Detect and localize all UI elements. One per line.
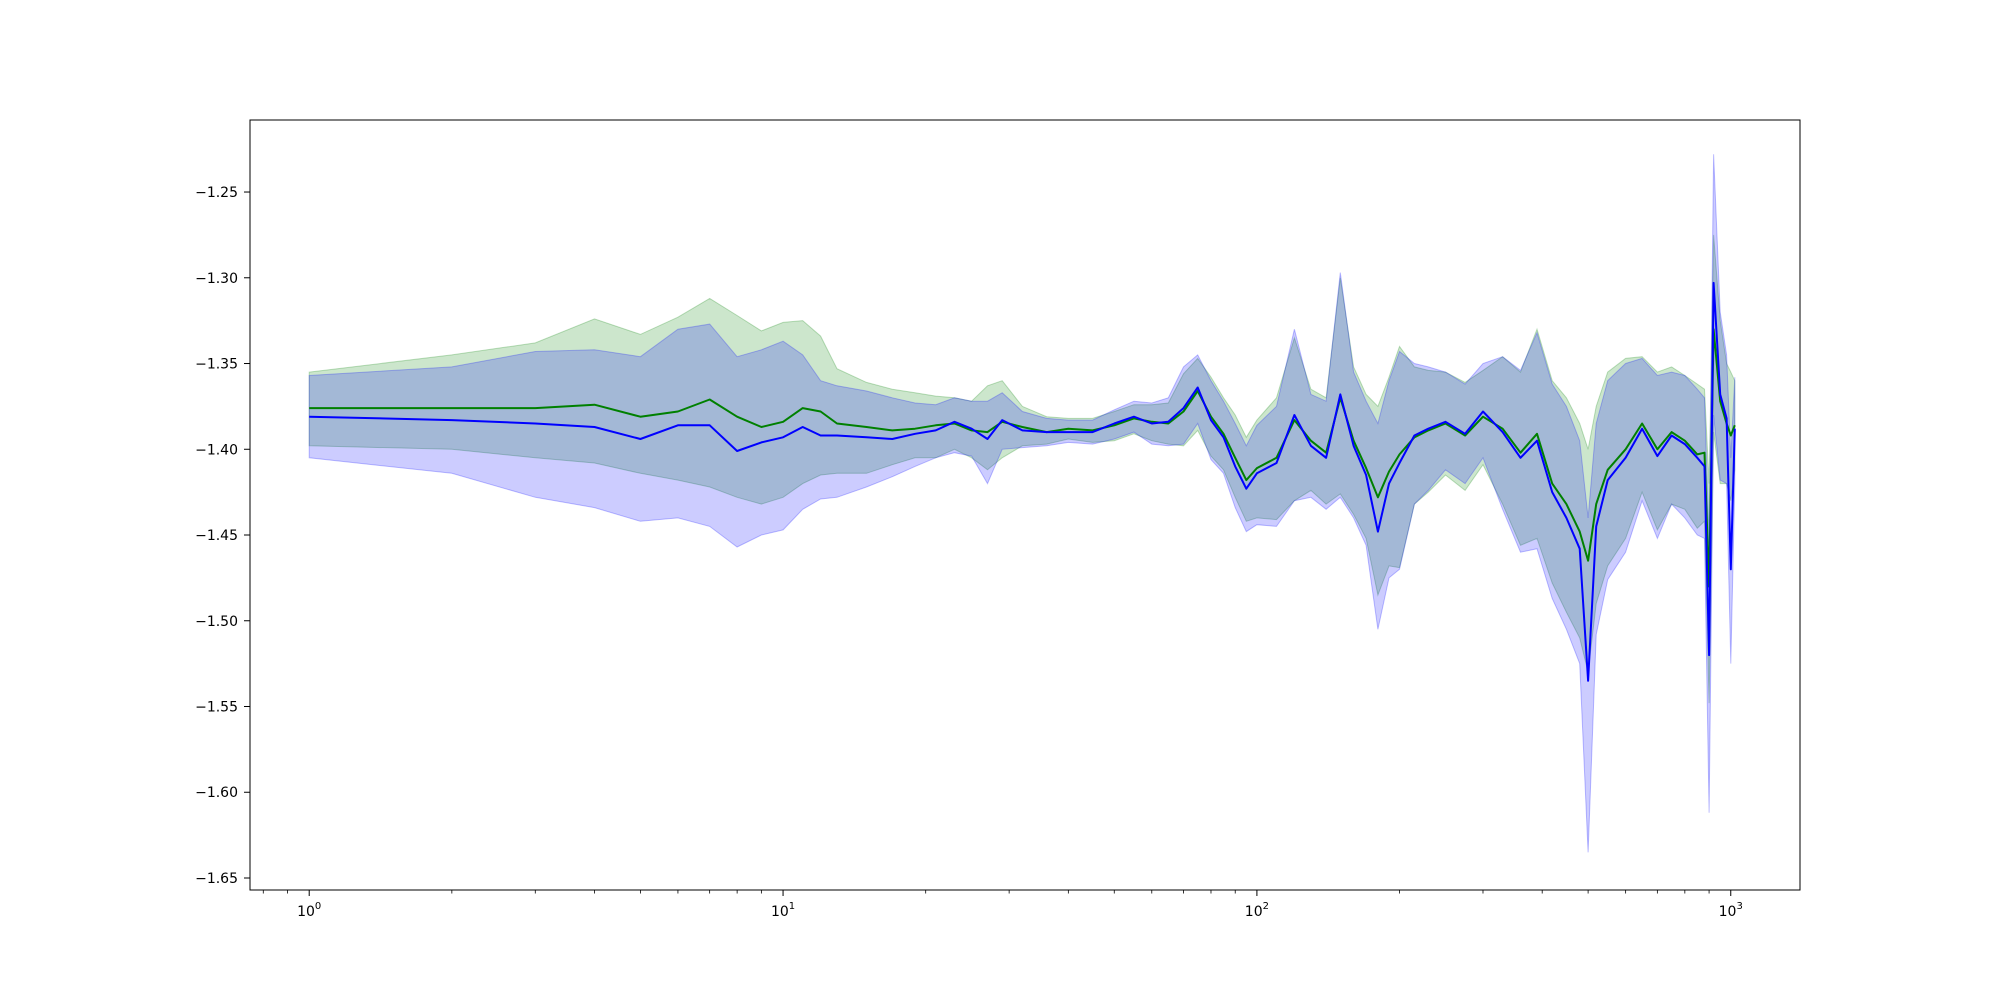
y-tick-label: −1.65	[195, 871, 238, 887]
y-tick-label: −1.55	[195, 700, 238, 716]
x-tick-label: 103	[1719, 901, 1743, 920]
series-1-band	[308, 234, 1736, 704]
y-axis: −1.25 −1.30 −1.35 −1.40 −1.45 −1.50 −1.55 −1.60…	[195, 185, 250, 887]
series-2-band	[308, 154, 1736, 853]
y-tick-label: −1.40	[195, 442, 238, 458]
y-tick-label: −1.60	[195, 785, 238, 801]
y-tick-label: −1.35	[195, 357, 238, 373]
x-tick-label: 100	[297, 901, 321, 920]
confidence-bands	[308, 154, 1736, 853]
series-1-line	[309, 328, 1736, 588]
x-tick-label: 101	[771, 901, 795, 920]
y-tick-label: −1.25	[195, 185, 238, 201]
y-tick-label: −1.30	[195, 271, 238, 287]
series-2-line	[309, 281, 1736, 682]
plot-frame	[249, 119, 1801, 891]
x-axis: 100 101 102 103	[262, 890, 1743, 920]
series-lines	[309, 281, 1736, 682]
x-tick-label: 102	[1245, 901, 1269, 920]
y-tick-label: −1.45	[195, 528, 238, 544]
y-tick-label: −1.50	[195, 614, 238, 630]
